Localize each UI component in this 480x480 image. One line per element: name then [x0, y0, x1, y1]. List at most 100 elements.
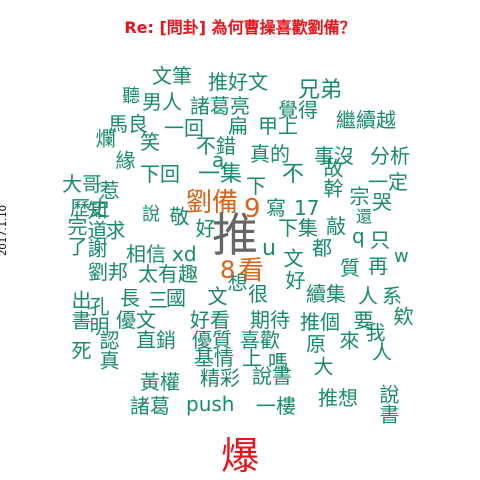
cloud-word: 下集 [278, 216, 318, 240]
cloud-word: 人 [358, 284, 378, 308]
cloud-word: 推想 [318, 386, 358, 410]
cloud-word: 人 [372, 340, 392, 364]
cloud-word: 分析 [370, 144, 410, 168]
cloud-word: 諸葛亮 [190, 94, 250, 118]
cloud-word: 馬良 [108, 112, 148, 136]
cloud-word: 質 [340, 256, 360, 280]
cloud-word: 認真 [96, 330, 120, 370]
cloud-word: 說 [139, 204, 160, 222]
cloud-word: 很 [248, 282, 268, 306]
cloud-word: 敬 [166, 206, 190, 226]
cloud-word: 求 [102, 220, 126, 240]
cloud-word: 完了 [64, 216, 88, 256]
cloud-word: 謝 [84, 238, 108, 258]
cloud-word: 來 [336, 330, 360, 350]
cloud-word: 一樓 [256, 394, 296, 418]
cloud-word: 推個 [300, 310, 340, 334]
cloud-word: 期待 [250, 308, 290, 332]
cloud-word: w [394, 246, 409, 267]
cloud-word: 宗 [346, 186, 370, 206]
cloud-word: 哭 [372, 190, 392, 214]
cloud-word: 基情 [194, 346, 234, 370]
cloud-word: 寫 [266, 196, 286, 220]
cloud-word: 一定 [368, 170, 408, 194]
cloud-word: 想 [224, 272, 248, 292]
cloud-word: 優文 [116, 308, 156, 332]
cloud-word: 故幹 [320, 158, 344, 198]
cloud-word: 歷史 [70, 196, 110, 220]
cloud-word: 笑 [140, 130, 160, 154]
cloud-word: 原 [306, 332, 326, 356]
cloud-word-top: 推 [212, 208, 258, 262]
cloud-word: 精彩 [200, 366, 240, 390]
cloud-word: 推好文 [208, 70, 268, 94]
chart-title: Re: [問卦] 為何曹操喜歡劉備？ [124, 18, 356, 37]
cloud-word: 黃權 [140, 370, 180, 394]
cloud-word: 說書 [376, 384, 400, 424]
cloud-word: 文 [204, 286, 228, 306]
cloud-word: 事沒 [314, 144, 354, 168]
cloud-word: 不錯 [196, 134, 236, 158]
cloud-word: 要 [350, 310, 374, 330]
cloud-word: 再 [368, 254, 388, 278]
cloud-word: 一集 [198, 162, 243, 187]
cloud-word: u [262, 236, 276, 261]
cloud-word: 欸 [390, 306, 414, 326]
cloud-word: 甲上 [258, 114, 298, 138]
cloud-word: 出書 [68, 290, 92, 330]
cloud-word: 大哥 [62, 172, 102, 196]
cloud-word: 17 [294, 196, 320, 220]
cloud-word: 聽 [119, 86, 140, 104]
cloud-word: 說書 [252, 364, 292, 388]
cloud-word: 我 [362, 322, 386, 342]
cloud-word-mid: 劉備 [186, 188, 239, 218]
cloud-word: 惹 [96, 180, 120, 200]
cloud-word: 知道 [84, 200, 108, 240]
cloud-word: 都 [312, 236, 332, 260]
cloud-word: 上 [242, 346, 262, 370]
cloud-word: 孔明 [86, 296, 110, 336]
cloud-word: 劉邦 [88, 260, 128, 284]
cloud-word: 覺得 [278, 98, 318, 122]
cloud-word: 太有趣 [138, 262, 198, 286]
cloud-word: 優質 [192, 328, 232, 352]
cloud-word: 扁 [228, 114, 248, 138]
cloud-word: 國 [166, 286, 186, 310]
cloud-word: 喜歡 [240, 328, 280, 352]
cloud-word: 真的 [250, 142, 290, 166]
cloud-word: 繼續越 [336, 108, 396, 132]
cloud-word: 緣 [112, 150, 136, 170]
cloud-word: 還 [353, 208, 372, 224]
cloud-word: 長 [120, 286, 140, 310]
cloud-word: 文 [280, 248, 304, 268]
cloud-word: 男人 [142, 90, 182, 114]
cloud-word: 死 [68, 340, 92, 360]
cloud-word: 相信 [126, 242, 166, 266]
cloud-word: 兄弟 [298, 78, 343, 103]
cloud-word: push [186, 392, 235, 416]
cloud-word: 下 [246, 174, 266, 198]
cloud-word: 好 [192, 218, 216, 238]
cloud-word: 諸葛 [130, 394, 170, 418]
cloud-word: 下回 [140, 162, 180, 186]
cloud-word: 一回 [164, 116, 204, 140]
cloud-word-mid: 看 [238, 256, 265, 286]
cloud-word: 三 [148, 288, 168, 312]
cloud-word: 不 [282, 162, 305, 187]
cloud-word-mid: 9 [244, 194, 261, 224]
cloud-word: 嗎 [268, 350, 288, 374]
cloud-word: xd [172, 242, 197, 266]
cloud-word: 直銷 [136, 328, 176, 352]
bottom-word: 爆 [220, 434, 259, 478]
cloud-word-mid: 8 [220, 256, 236, 284]
cloud-word: 大 [310, 356, 334, 376]
cloud-word: 系 [382, 284, 402, 308]
cloud-word: a [212, 148, 225, 172]
cloud-word: 敲 [326, 214, 346, 238]
cloud-word: 續集 [306, 282, 346, 306]
cloud-word: 好看 [190, 308, 230, 332]
cloud-word: 爛 [92, 128, 116, 148]
cloud-word: 好 [282, 270, 306, 290]
cloud-word: 文筆 [152, 64, 192, 88]
